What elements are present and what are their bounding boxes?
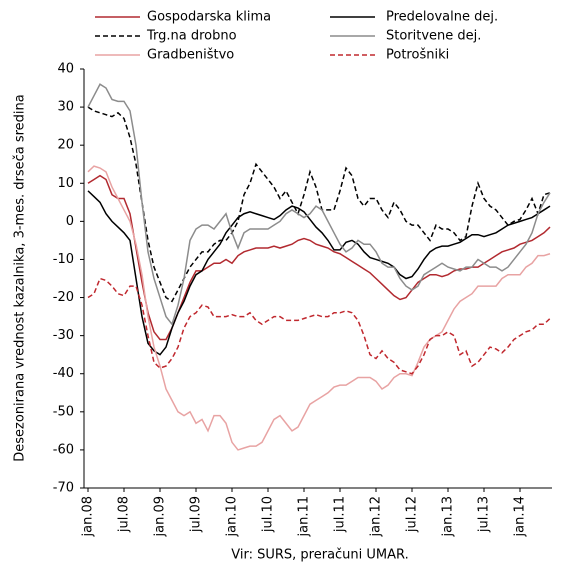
series-line: [87, 106, 551, 303]
x-tick-label: jan.09: [153, 496, 168, 538]
series-line: [87, 165, 551, 451]
x-tick-label: jan.13: [441, 496, 456, 538]
x-tick-label: jul.13: [477, 496, 492, 533]
x-tick-label: jul.08: [117, 496, 132, 533]
x-tick-label: jan.10: [225, 496, 240, 538]
x-tick-label: jan.08: [81, 496, 96, 538]
x-tick-label: jul.11: [333, 496, 348, 533]
series-line: [87, 174, 551, 341]
y-tick-label: -30: [53, 328, 74, 343]
x-tick-label: jan.14: [513, 496, 528, 538]
source-note: Vir: SURS, preračuni UMAR.: [231, 548, 408, 563]
x-tick-label: jan.11: [297, 496, 312, 538]
y-axis-title: Desezonirana vrednost kazalnika, 3-mes. …: [13, 94, 28, 461]
y-tick-label: 30: [57, 100, 74, 115]
legend-label: Storitvene dej.: [386, 29, 481, 44]
y-tick-label: -40: [53, 366, 74, 381]
y-tick-label: -50: [53, 404, 74, 419]
series-line: [87, 277, 551, 375]
y-tick-label: 10: [57, 176, 74, 191]
y-tick-label: -10: [53, 252, 74, 267]
y-tick-label: -60: [53, 442, 74, 457]
y-tick-label: 40: [57, 62, 74, 77]
y-tick-label: 0: [66, 214, 74, 229]
legend-label: Gospodarska klima: [147, 10, 271, 25]
legend-label: Trg.na drobno: [146, 29, 237, 44]
y-tick-label: 20: [57, 138, 74, 153]
legend-label: Gradbeništvo: [147, 48, 234, 63]
series-line: [87, 190, 551, 356]
x-tick-label: jul.12: [405, 496, 420, 533]
x-tick-label: jul.10: [261, 496, 276, 533]
series-line: [87, 83, 551, 326]
y-tick-label: -70: [53, 481, 74, 496]
legend-label: Predelovalne dej.: [386, 10, 498, 25]
x-tick-label: jan.12: [369, 496, 384, 538]
y-tick-label: -20: [53, 290, 74, 305]
legend-label: Potrošniki: [386, 48, 449, 63]
x-tick-label: jul.09: [189, 496, 204, 533]
